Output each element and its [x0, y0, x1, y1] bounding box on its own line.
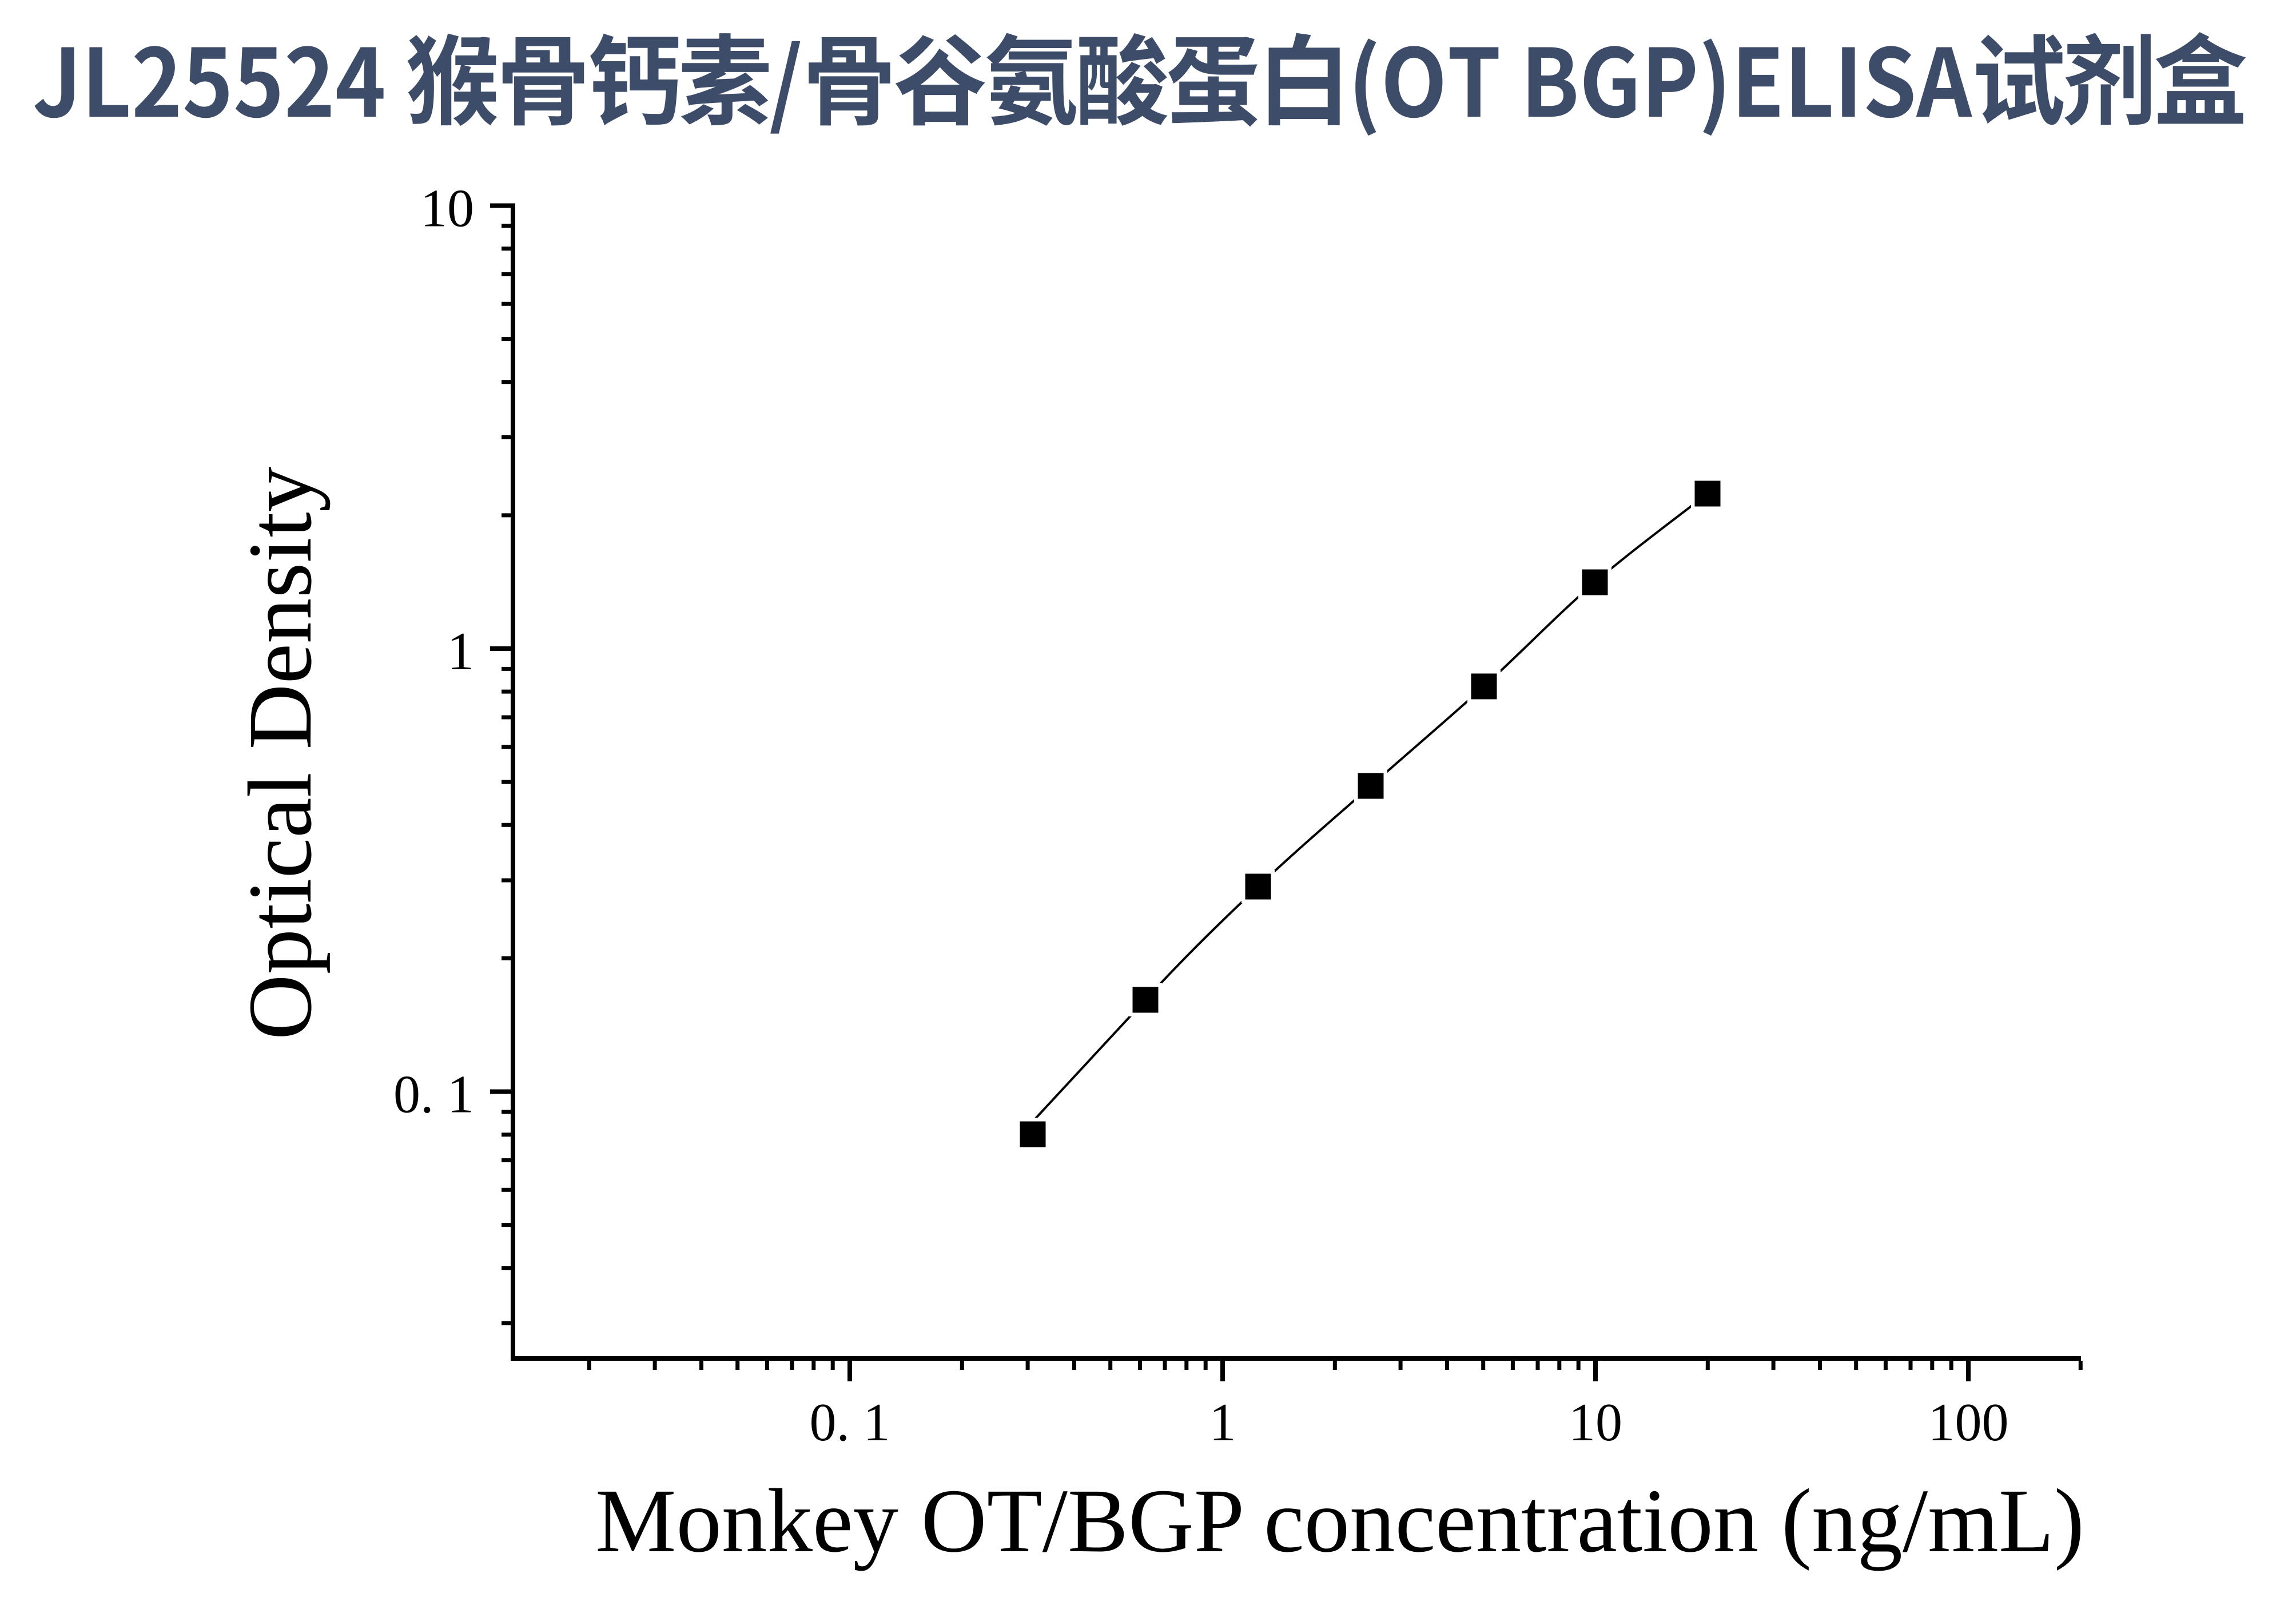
- svg-text:10: 10: [1569, 1393, 1622, 1452]
- svg-text:Optical Density: Optical Density: [230, 467, 331, 1040]
- svg-text:10: 10: [420, 179, 474, 239]
- svg-text:1: 1: [1209, 1393, 1236, 1452]
- svg-text:0. 1: 0. 1: [810, 1393, 890, 1452]
- svg-text:100: 100: [1928, 1393, 2009, 1452]
- svg-text:Monkey OT/BGP concentration (n: Monkey OT/BGP concentration (ng/mL): [595, 1471, 2084, 1571]
- svg-text:0. 1: 0. 1: [393, 1065, 474, 1125]
- svg-text:1: 1: [447, 622, 474, 681]
